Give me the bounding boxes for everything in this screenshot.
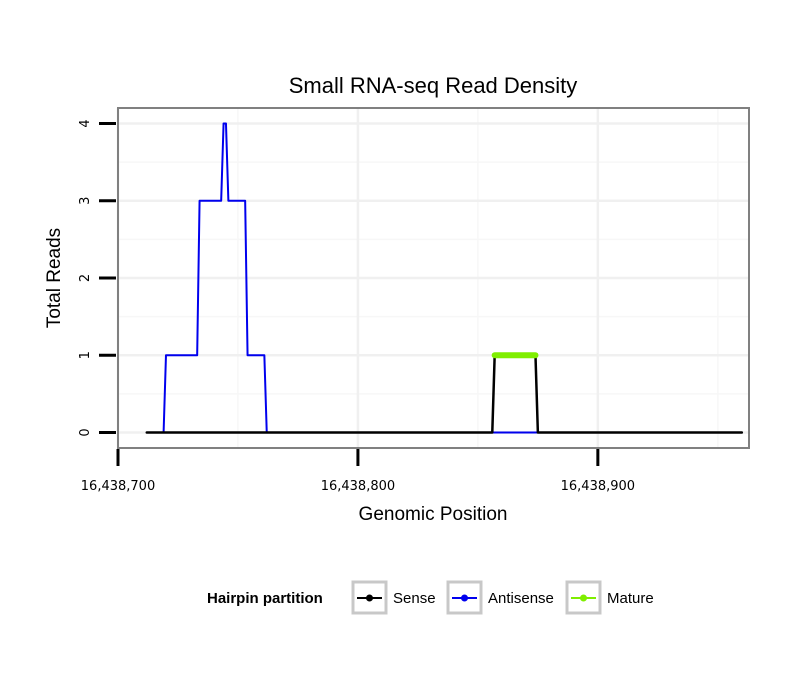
legend-item-sense: Sense [351,580,436,615]
y-tick-label: 3 [78,197,93,205]
legend-title: Hairpin partition [207,590,323,607]
grid [116,108,749,448]
legend-point-sense [366,594,373,602]
y-tick-label: 4 [78,119,93,127]
y-axis-label: Total Reads [44,228,65,328]
y-tick-label: 1 [78,351,93,359]
x-tick-label: 16,438,900 [561,479,635,494]
y-tick-label: 2 [78,274,93,282]
legend: Hairpin partition Sense Antisense Mature [207,580,654,615]
y-axis: 0 1 2 3 4 [78,119,116,437]
legend-item-mature: Mature [565,580,654,615]
legend-item-antisense: Antisense [446,580,554,615]
x-axis-label: Genomic Position [359,504,508,525]
x-tick-label: 16,438,800 [321,479,395,494]
x-axis: 16,438,700 16,438,800 16,438,900 [81,449,635,494]
series-layer [145,122,744,434]
legend-label-mature: Mature [607,590,654,607]
legend-label-sense: Sense [393,590,436,607]
x-tick-label: 16,438,700 [81,479,155,494]
legend-label-antisense: Antisense [488,590,554,607]
legend-point-antisense [461,594,468,602]
chart-title: Small RNA-seq Read Density [289,73,578,98]
y-tick-label: 0 [78,428,93,436]
plot-border [117,107,750,449]
legend-point-mature [580,594,587,602]
series-line-antisense [145,122,743,434]
